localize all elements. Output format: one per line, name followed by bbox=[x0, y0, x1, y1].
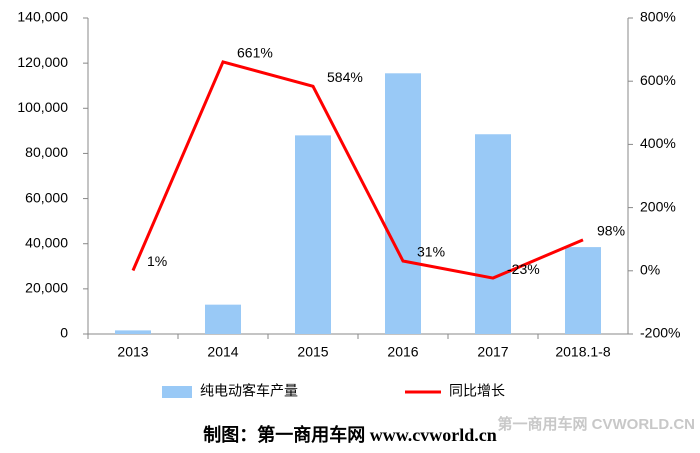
y-tick-label: 100,000 bbox=[17, 99, 68, 115]
y-tick-label: 0 bbox=[60, 325, 68, 341]
x-tick-label: 2015 bbox=[297, 344, 328, 360]
data-label: -23% bbox=[507, 261, 540, 277]
y2-tick-label: 600% bbox=[640, 72, 676, 88]
y2-tick-label: 400% bbox=[640, 135, 676, 151]
bar bbox=[385, 73, 421, 335]
y2-tick-label: 0% bbox=[640, 262, 660, 278]
y-tick-label: 20,000 bbox=[25, 280, 68, 296]
data-label: 98% bbox=[597, 223, 625, 239]
source: 制图：第一商用车网 www.cvworld.cn bbox=[203, 424, 497, 445]
legend-swatch bbox=[162, 386, 192, 398]
legend-label: 同比增长 bbox=[449, 383, 505, 399]
bar bbox=[295, 135, 331, 334]
x-tick-label: 2014 bbox=[207, 344, 238, 360]
y-tick-label: 60,000 bbox=[25, 189, 68, 205]
data-label: 31% bbox=[417, 244, 445, 260]
x-tick-label: 2016 bbox=[387, 344, 418, 360]
line bbox=[131, 60, 584, 280]
y2-tick-label: 800% bbox=[640, 9, 676, 25]
x-tick-label: 2018.1-8 bbox=[555, 344, 610, 360]
data-label: 661% bbox=[237, 45, 273, 61]
y-tick-label: 140,000 bbox=[17, 9, 68, 25]
bar bbox=[475, 134, 511, 334]
x-tick-label: 2017 bbox=[477, 344, 508, 360]
y-tick-label: 40,000 bbox=[25, 234, 68, 250]
y2-tick-label: -200% bbox=[640, 325, 680, 341]
data-label: 1% bbox=[147, 253, 167, 269]
bar bbox=[115, 330, 151, 334]
y-tick-label: 120,000 bbox=[17, 54, 68, 70]
y-tick-label: 80,000 bbox=[25, 144, 68, 160]
watermark: 第一商用车网 CVWORLD.CN bbox=[498, 415, 696, 433]
bar bbox=[205, 304, 241, 334]
x-tick-label: 2013 bbox=[117, 344, 148, 360]
data-label: 584% bbox=[327, 69, 363, 85]
y2-tick-label: 200% bbox=[640, 198, 676, 214]
legend-label: 纯电动客车产量 bbox=[200, 383, 298, 399]
bar bbox=[565, 247, 601, 334]
